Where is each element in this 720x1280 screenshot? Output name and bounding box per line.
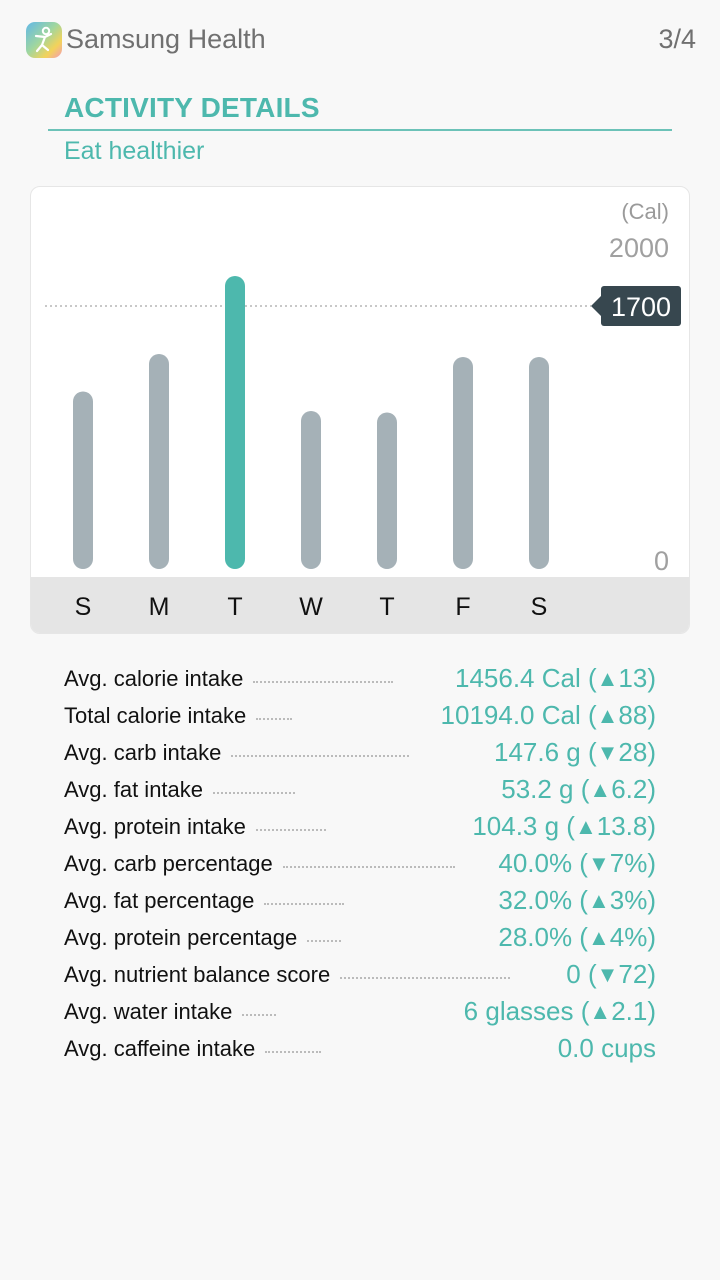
stat-value: 10194.0 Cal (▲88) <box>440 700 656 730</box>
stat-row: Avg. caffeine intake 0.0 cups <box>64 1030 656 1067</box>
stat-label: Avg. protein intake <box>64 813 246 839</box>
stat-row: Avg. water intake 6 glasses (▲2.1) <box>64 993 656 1030</box>
stat-label: Avg. nutrient balance score <box>64 961 331 987</box>
bar <box>301 411 321 569</box>
stat-leader-dots <box>231 754 410 757</box>
up-triangle-icon: ▲ <box>574 814 597 839</box>
stat-leader-dots <box>282 865 455 868</box>
stat-label: Avg. caffeine intake <box>64 1035 256 1061</box>
bar <box>73 391 93 569</box>
section-divider <box>48 129 672 131</box>
day-label: S <box>531 593 548 621</box>
stat-leader-dots <box>264 902 345 905</box>
stat-leader-dots <box>265 1050 322 1053</box>
stat-label: Avg. water intake <box>64 998 233 1024</box>
stat-leader-dots <box>307 939 342 942</box>
y-tick-label-min: 0 <box>654 546 669 576</box>
goal-tag-pointer <box>591 294 603 318</box>
day-label: T <box>379 593 394 621</box>
stat-value: 53.2 g (▲6.2) <box>501 774 656 804</box>
stat-label: Avg. carb intake <box>64 739 222 765</box>
calorie-bar-chart: (Cal) 2000 0 1700 S M T W T F S <box>45 199 681 621</box>
samsung-health-icon <box>26 22 62 58</box>
bar <box>377 412 397 569</box>
day-label: M <box>149 593 170 621</box>
up-triangle-icon: ▲ <box>596 703 619 728</box>
stat-leader-dots <box>340 976 511 979</box>
stat-label: Avg. calorie intake <box>64 665 244 691</box>
stat-value: 0.0 cups <box>557 1033 656 1063</box>
down-triangle-icon: ▼ <box>587 851 610 876</box>
y-tick-label-max: 2000 <box>609 233 669 263</box>
stat-row: Avg. fat percentage 32.0% (▲3%) <box>64 882 656 919</box>
section-subtitle: Eat healthier <box>64 137 205 165</box>
up-triangle-icon: ▲ <box>589 777 612 802</box>
stat-leader-dots <box>256 717 293 720</box>
up-triangle-icon: ▲ <box>589 999 612 1024</box>
section-title: ACTIVITY DETAILS <box>64 92 320 123</box>
up-triangle-icon: ▲ <box>587 925 610 950</box>
stat-row: Avg. carb intake 147.6 g (▼28) <box>64 734 656 771</box>
day-label: F <box>455 593 470 621</box>
stat-value: 147.6 g (▼28) <box>494 737 656 767</box>
stat-leader-dots <box>255 828 326 831</box>
unit-label: (Cal) <box>621 199 669 224</box>
bar <box>149 354 169 569</box>
goal-tag <box>601 286 681 326</box>
nutrition-stats-list: Avg. calorie intake 1456.4 Cal (▲13) Total… <box>64 660 656 1067</box>
day-label: S <box>75 593 92 621</box>
stat-leader-dots <box>213 791 296 794</box>
stat-value: 6 glasses (▲2.1) <box>463 996 656 1026</box>
up-triangle-icon: ▲ <box>587 888 610 913</box>
stat-value: 1456.4 Cal (▲13) <box>454 663 656 693</box>
down-triangle-icon: ▼ <box>596 740 619 765</box>
stat-value: 0 (▼72) <box>566 959 656 989</box>
day-axis-band <box>31 577 689 633</box>
up-triangle-icon: ▲ <box>596 666 619 691</box>
app-title: Samsung Health <box>66 24 266 54</box>
stat-value: 104.3 g (▲13.8) <box>472 811 656 841</box>
calorie-chart-card: (Cal) 2000 0 1700 S M T W T F S <box>30 186 690 634</box>
stat-row: Avg. protein percentage 28.0% (▲4%) <box>64 919 656 956</box>
stat-row: Total calorie intake 10194.0 Cal (▲88) <box>64 697 656 734</box>
day-label: T <box>227 593 242 621</box>
bar <box>529 357 549 569</box>
goal-label: 1700 <box>611 292 671 322</box>
page-indicator: 3/4 <box>658 24 696 54</box>
stat-row: Avg. nutrient balance score 0 (▼72) <box>64 956 656 993</box>
stat-label: Avg. fat intake <box>64 776 204 802</box>
stat-leader-dots <box>242 1013 277 1016</box>
stat-label: Avg. protein percentage <box>64 924 298 950</box>
app-header: Samsung Health 3/4 <box>0 0 720 80</box>
stat-label: Avg. carb percentage <box>64 850 273 876</box>
stat-label: Total calorie intake <box>64 702 247 728</box>
bar-highlight <box>225 276 245 569</box>
stat-value: 32.0% (▲3%) <box>498 885 656 915</box>
down-triangle-icon: ▼ <box>596 962 619 987</box>
stat-row: Avg. calorie intake 1456.4 Cal (▲13) <box>64 660 656 697</box>
bar <box>453 357 473 569</box>
stat-value: 40.0% (▼7%) <box>498 848 656 878</box>
stat-row: Avg. carb percentage 40.0% (▼7%) <box>64 845 656 882</box>
stat-value: 28.0% (▲4%) <box>498 922 656 952</box>
stat-label: Avg. fat percentage <box>64 887 255 913</box>
stat-row: Avg. fat intake 53.2 g (▲6.2) <box>64 771 656 808</box>
stat-leader-dots <box>253 680 394 683</box>
stat-row: Avg. protein intake 104.3 g (▲13.8) <box>64 808 656 845</box>
day-label: W <box>299 593 323 621</box>
